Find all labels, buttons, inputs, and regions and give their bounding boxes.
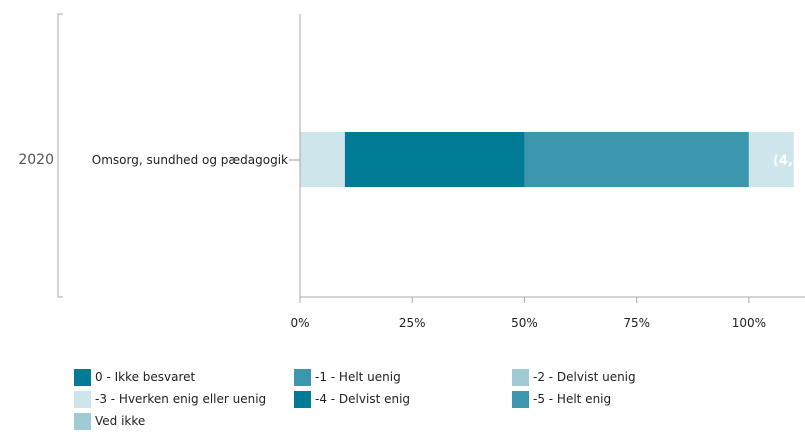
- category-label: Omsorg, sundhed og pædagogik: [92, 153, 288, 167]
- legend-item-0: 0 - Ikke besvaret: [74, 368, 195, 386]
- x-axis-ticks: 0% 25% 50% 75% 100%: [290, 297, 766, 330]
- group-bracket: [57, 13, 63, 298]
- legend-item-2: -2 - Delvist uenig: [512, 368, 636, 386]
- legend-item-4: -4 - Delvist enig: [294, 390, 410, 408]
- bar-segment-3: [748, 132, 794, 187]
- legend-label: -4 - Delvist enig: [315, 392, 411, 406]
- legend-swatch: [294, 390, 311, 408]
- legend-swatch: [512, 390, 529, 408]
- legend-label: Ved ikke: [95, 414, 146, 428]
- group-label: 2020: [18, 152, 54, 168]
- legend-item-3: -3 - Hverken enig eller uenig: [74, 390, 266, 408]
- legend-swatch: [74, 390, 91, 408]
- legend-item-6: Ved ikke: [74, 412, 145, 430]
- legend-label: -2 - Delvist uenig: [533, 370, 636, 384]
- data-labels: (4,4): [773, 154, 805, 169]
- legend-item-1: -1 - Helt uenig: [294, 368, 401, 386]
- x-tick-label-2: 50%: [511, 316, 538, 330]
- legend-label: 0 - Ikke besvaret: [95, 370, 196, 384]
- x-tick-label-4: 100%: [732, 316, 766, 330]
- bar-segments: [300, 132, 794, 187]
- legend-swatch: [512, 368, 529, 386]
- x-tick-label-1: 25%: [399, 316, 426, 330]
- legend: 0 - Ikke besvaret -1 - Helt uenig -2 - Del…: [74, 368, 805, 434]
- legend-swatch: [74, 412, 91, 430]
- bar-segment-2: [524, 132, 749, 187]
- legend-label: -5 - Helt enig: [533, 392, 612, 406]
- bar-segment-1: [344, 132, 525, 187]
- legend-swatch: [74, 368, 91, 386]
- legend-swatch: [294, 368, 311, 386]
- legend-item-5: -5 - Helt enig: [512, 390, 611, 408]
- stacked-bar-chart: 2020 Omsorg, sundhed og pædagogik (4,4) …: [18, 13, 805, 330]
- x-tick-label-3: 75%: [623, 316, 650, 330]
- bar-segment-0: [300, 132, 345, 187]
- x-tick-label-0: 0%: [290, 316, 309, 330]
- data-label-3: (4,4): [773, 154, 805, 169]
- legend-label: -3 - Hverken enig eller uenig: [95, 392, 267, 406]
- legend-label: -1 - Helt uenig: [315, 370, 401, 384]
